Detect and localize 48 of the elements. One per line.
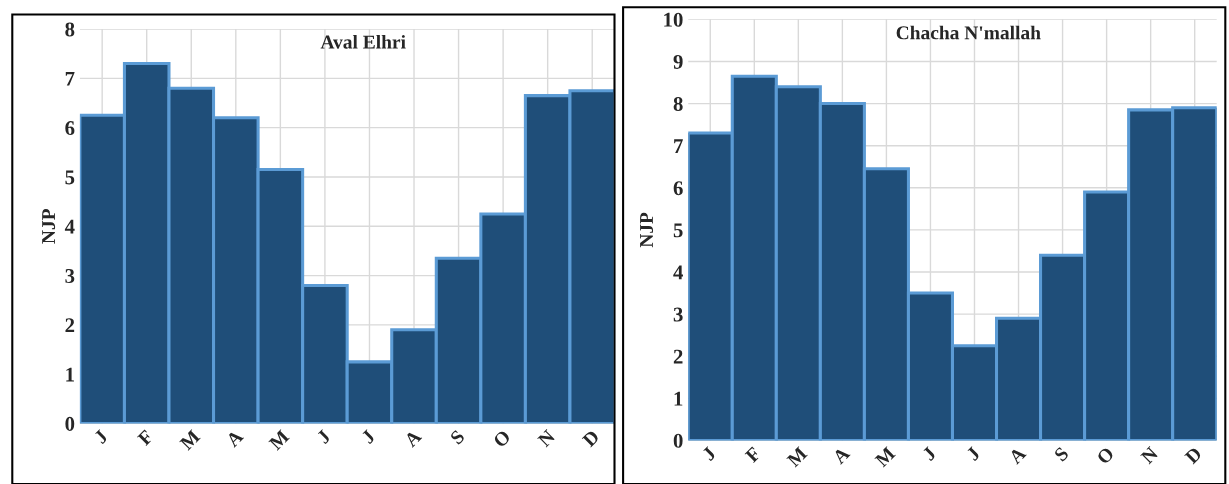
x-tick-label: O: [492, 429, 512, 449]
y-tick-label: 4: [64, 219, 75, 234]
y-tick-label: 7: [674, 139, 683, 153]
y-tick-label: 5: [673, 223, 683, 238]
x-tick-label: A: [831, 445, 851, 465]
x-tick-label: N: [1140, 446, 1159, 465]
x-tick-label: J: [701, 446, 717, 462]
x-tick-label: M: [874, 446, 896, 468]
y-tick-label: 1: [66, 367, 74, 382]
x-tick-label: S: [449, 429, 466, 445]
x-tick-label: S: [1053, 446, 1070, 462]
y-tick-label: 10: [664, 12, 683, 27]
y-tick-label: 3: [65, 269, 75, 284]
x-tick-label: A: [403, 428, 423, 448]
x-tick-label: D: [581, 429, 600, 448]
x-tick-label: F: [744, 446, 762, 464]
x-tick-label: A: [225, 428, 244, 448]
x-tick-label: M: [786, 446, 808, 468]
x-tick-label: M: [268, 429, 290, 451]
y-tick-label: 2: [673, 349, 683, 364]
y-tick-label: 8: [673, 96, 683, 112]
y-axis-title: NJP: [42, 209, 56, 244]
x-tick-label: A: [1007, 445, 1027, 465]
y-tick-label: 8: [65, 22, 75, 37]
x-tick-label: D: [1184, 446, 1203, 465]
chart-title: Chacha N'mallah: [896, 25, 1041, 40]
x-tick-label: J: [921, 446, 937, 462]
y-axis-title: NJP: [640, 212, 654, 248]
x-tick-label: J: [360, 429, 376, 445]
x-tick-label: M: [179, 429, 201, 451]
y-tick-label: 6: [673, 181, 683, 196]
y-tick-label: 0: [65, 416, 75, 431]
y-tick-label: 7: [65, 71, 75, 86]
y-tick-label: 3: [673, 307, 683, 322]
y-tick-label: 4: [673, 265, 683, 280]
y-tick-label: 1: [674, 391, 683, 406]
y-tick-label: 2: [65, 318, 75, 333]
y-tick-label: 5: [65, 170, 75, 185]
x-tick-label: J: [93, 429, 109, 445]
x-tick-label: F: [137, 429, 154, 447]
x-tick-label: N: [537, 429, 556, 448]
y-tick-label: 0: [673, 433, 683, 448]
x-tick-label: J: [316, 429, 332, 445]
y-tick-label: 9: [673, 54, 683, 69]
chart-title: Aval Elhri: [320, 34, 406, 49]
x-tick-label: J: [965, 446, 981, 462]
x-tick-label: O: [1096, 446, 1115, 465]
y-tick-label: 6: [65, 121, 75, 136]
